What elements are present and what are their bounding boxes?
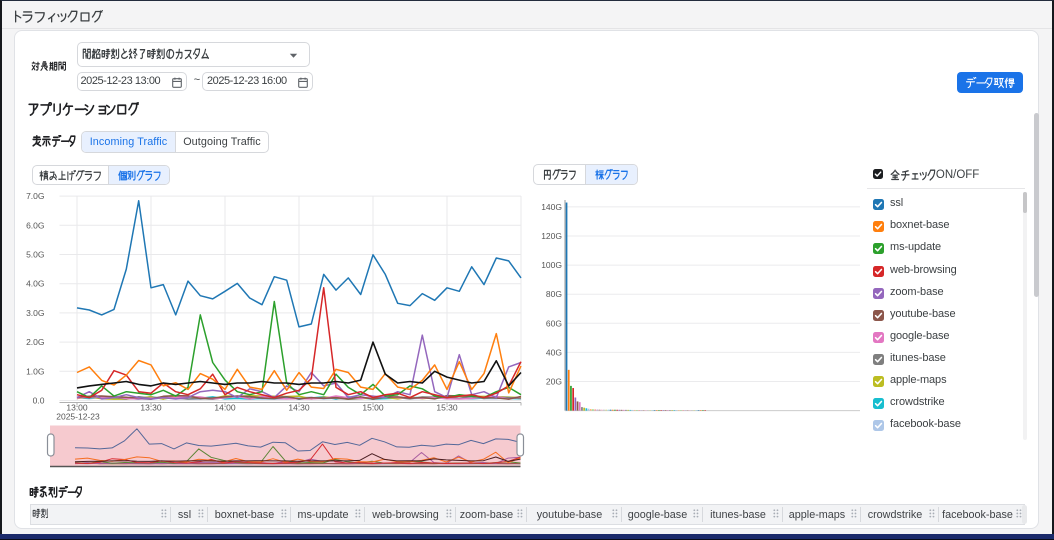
svg-text:13:30: 13:30 — [140, 403, 162, 413]
svg-text:120G: 120G — [541, 231, 562, 241]
svg-text:15:00: 15:00 — [362, 403, 384, 413]
svg-text:140G: 140G — [541, 202, 562, 212]
svg-text:60G: 60G — [546, 318, 562, 328]
svg-text:13:00: 13:00 — [66, 403, 88, 413]
svg-text:40G: 40G — [546, 347, 562, 357]
svg-text:7.0G: 7.0G — [26, 191, 44, 201]
svg-text:14:30: 14:30 — [288, 403, 310, 413]
svg-text:1.0G: 1.0G — [26, 366, 44, 376]
svg-text:5.0G: 5.0G — [26, 250, 44, 260]
svg-text:6.0G: 6.0G — [26, 220, 44, 230]
svg-text:4.0G: 4.0G — [26, 279, 44, 289]
svg-text:15:30: 15:30 — [436, 403, 458, 413]
svg-text:0.0: 0.0 — [33, 396, 45, 406]
svg-text:2.0G: 2.0G — [26, 337, 44, 347]
svg-text:3.0G: 3.0G — [26, 308, 44, 318]
svg-text:2025-12-23: 2025-12-23 — [56, 412, 100, 422]
svg-text:100G: 100G — [541, 260, 562, 270]
svg-text:20G: 20G — [546, 377, 562, 387]
svg-text:80G: 80G — [546, 289, 562, 299]
svg-text:14:00: 14:00 — [214, 403, 236, 413]
